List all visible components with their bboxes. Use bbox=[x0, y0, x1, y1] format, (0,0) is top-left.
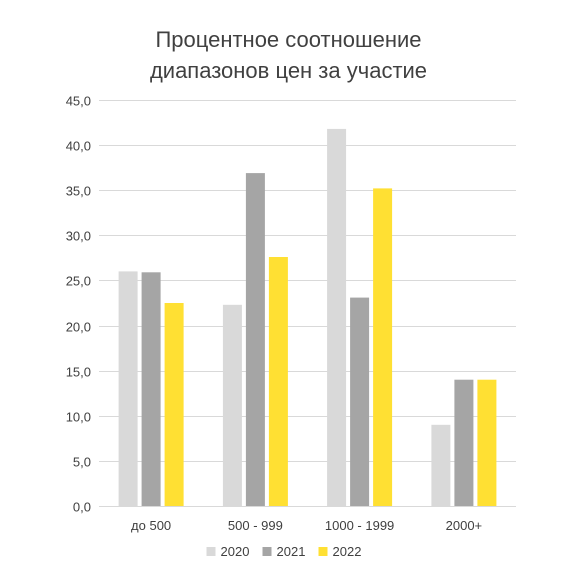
y-tick-label: 0,0 bbox=[73, 500, 91, 515]
y-tick-label: 15,0 bbox=[66, 365, 91, 380]
chart-title-line-1: Процентное соотношение bbox=[155, 27, 422, 52]
bar bbox=[477, 379, 497, 506]
y-tick-label: 30,0 bbox=[66, 229, 91, 244]
legend-swatch bbox=[318, 547, 328, 556]
x-category-label: 2000+ bbox=[446, 518, 483, 533]
y-tick-label: 5,0 bbox=[73, 455, 91, 470]
bar bbox=[245, 173, 265, 506]
y-tick-label: 25,0 bbox=[66, 274, 91, 289]
x-category-label: 1000 - 1999 bbox=[325, 518, 394, 533]
bars bbox=[118, 128, 497, 506]
bar bbox=[350, 297, 370, 506]
chart-title-line-2: диапазонов цен за участие bbox=[149, 58, 428, 83]
gridlines bbox=[99, 100, 516, 507]
y-tick-label: 45,0 bbox=[66, 94, 91, 109]
bar bbox=[222, 304, 242, 506]
legend-swatch bbox=[262, 547, 272, 556]
bar bbox=[431, 424, 451, 506]
bar bbox=[141, 272, 161, 506]
y-tick-label: 20,0 bbox=[66, 320, 91, 335]
bar bbox=[373, 188, 393, 506]
bar bbox=[164, 303, 184, 506]
legend-swatch bbox=[206, 547, 216, 556]
legend: 2020 2021 2022 bbox=[206, 544, 362, 559]
bar bbox=[268, 257, 288, 506]
y-tick-label: 35,0 bbox=[66, 184, 91, 199]
x-category-label: 500 - 999 bbox=[228, 518, 283, 533]
legend-label: 2022 bbox=[333, 544, 362, 559]
chart-title: Процентное соотношение диапазонов цен за… bbox=[0, 24, 577, 86]
bar bbox=[118, 271, 138, 506]
x-category-label: до 500 bbox=[131, 518, 171, 533]
legend-label: 2021 bbox=[277, 544, 306, 559]
y-tick-label: 10,0 bbox=[66, 410, 91, 425]
bar bbox=[454, 379, 474, 506]
bar bbox=[327, 128, 347, 506]
y-tick-label: 40,0 bbox=[66, 139, 91, 154]
x-axis-category-labels: до 500 500 - 999 1000 - 1999 2000+ bbox=[131, 518, 482, 533]
y-axis-tick-labels: 0,0 5,0 10,0 15,0 20,0 25,0 30,0 35,0 40,0 45,0 bbox=[66, 94, 91, 515]
legend-label: 2020 bbox=[221, 544, 250, 559]
